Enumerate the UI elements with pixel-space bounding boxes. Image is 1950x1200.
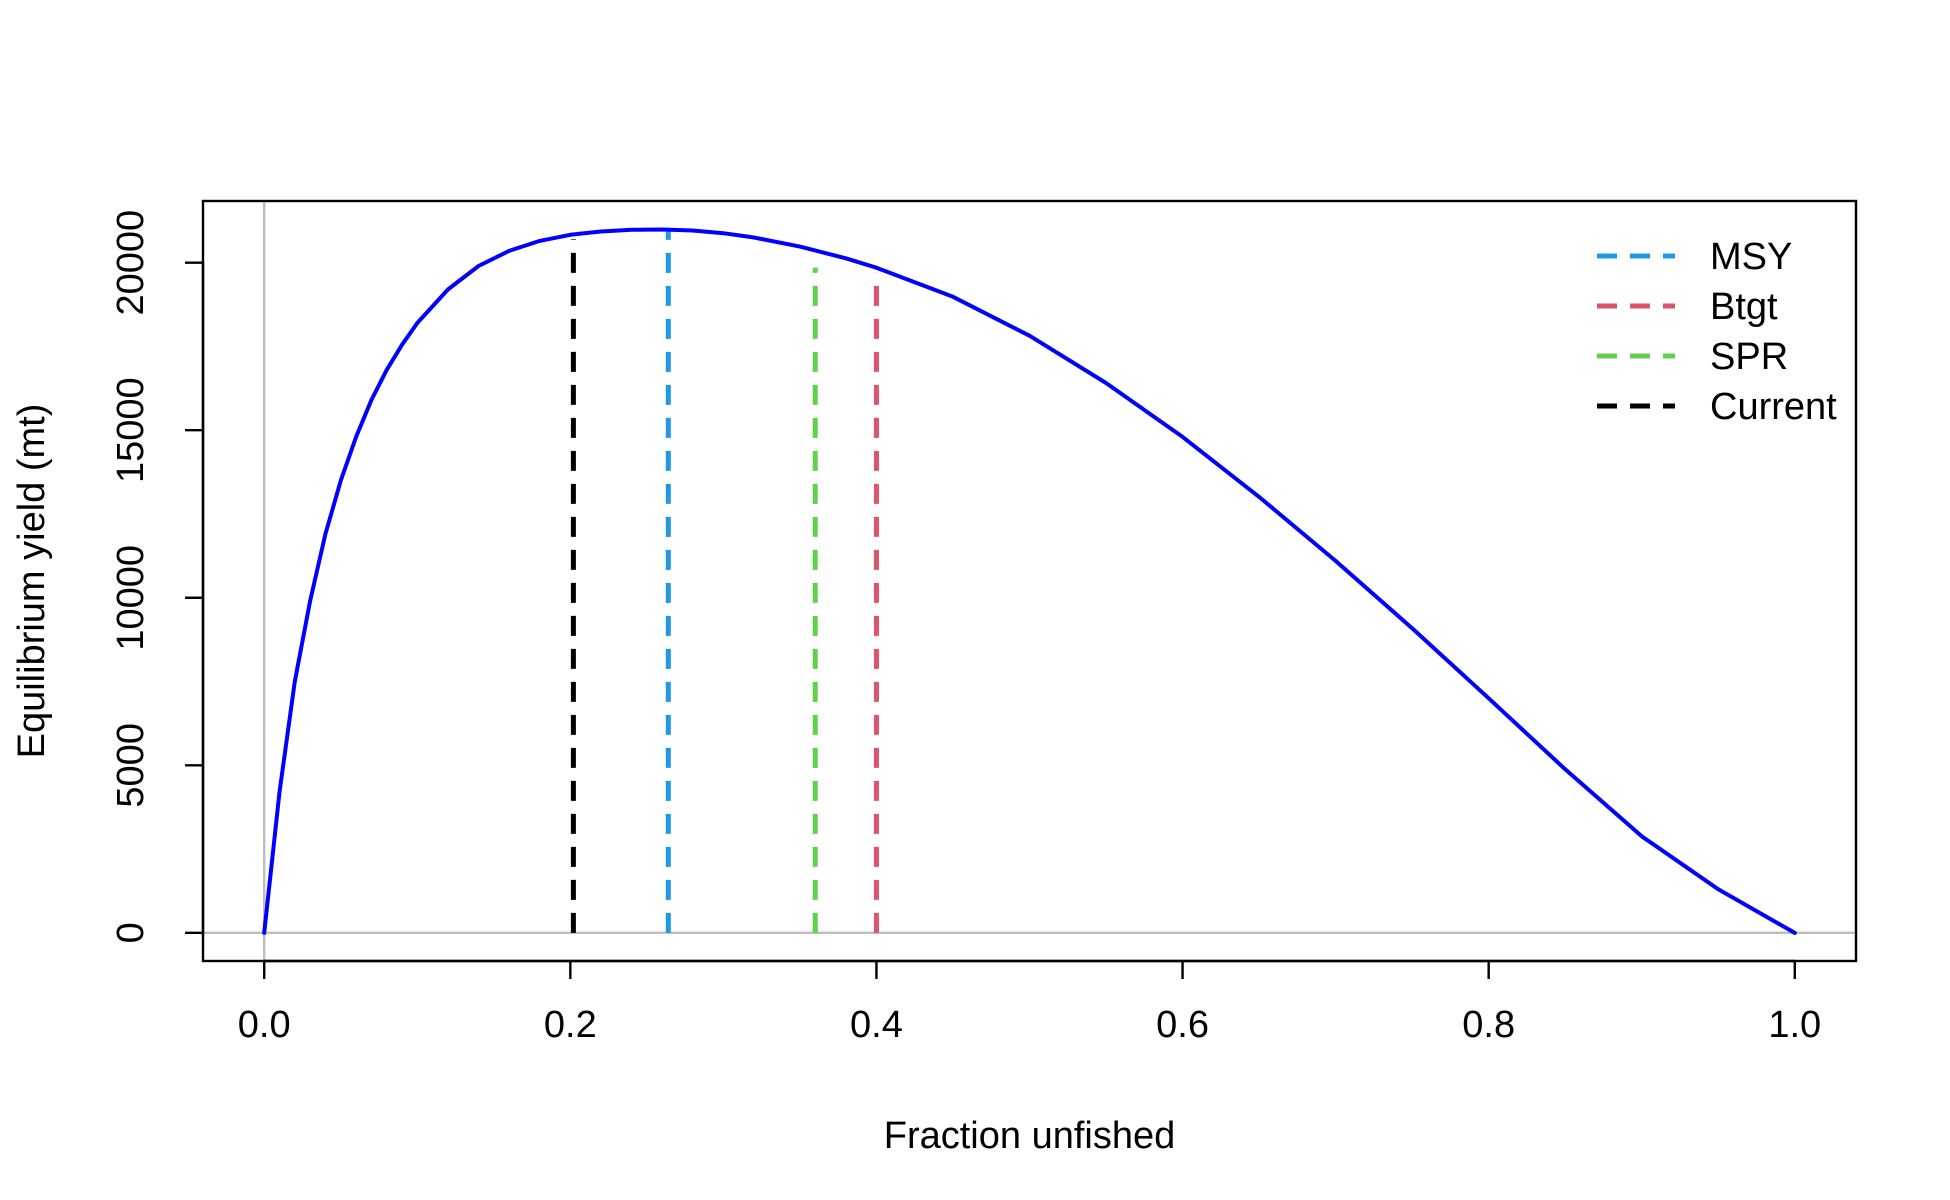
legend-label-msy: MSY	[1710, 236, 1792, 278]
y-tick-label: 20000	[110, 210, 152, 316]
x-tick-label: 0.4	[850, 1004, 903, 1046]
legend-label-spr: SPR	[1710, 336, 1788, 378]
y-tick-label: 10000	[110, 545, 152, 651]
reference-lines	[203, 201, 1856, 961]
x-axis: 0.0 0.2 0.4 0.6 0.8 1.0	[238, 959, 1821, 1046]
y-axis-title: Equilibrium yield (mt)	[11, 404, 53, 759]
y-tick-label: 15000	[110, 377, 152, 483]
y-tick-label: 0	[110, 922, 152, 943]
legend: MSY Btgt SPR Current	[1597, 236, 1837, 428]
y-tick-label: 5000	[110, 723, 152, 808]
x-tick-label: 0.8	[1462, 1004, 1515, 1046]
equilibrium-yield-curve	[262, 227, 1797, 935]
legend-label-current: Current	[1710, 386, 1837, 428]
reference-point-lines	[570, 229, 879, 933]
x-tick-label: 0.0	[238, 1004, 291, 1046]
legend-label-btgt: Btgt	[1710, 286, 1778, 328]
x-axis-title: Fraction unfished	[884, 1115, 1176, 1157]
x-tick-label: 1.0	[1768, 1004, 1821, 1046]
x-tick-label: 0.6	[1156, 1004, 1209, 1046]
x-tick-label: 0.2	[544, 1004, 597, 1046]
y-axis: 0 5000 10000 15000 20000	[110, 210, 205, 943]
